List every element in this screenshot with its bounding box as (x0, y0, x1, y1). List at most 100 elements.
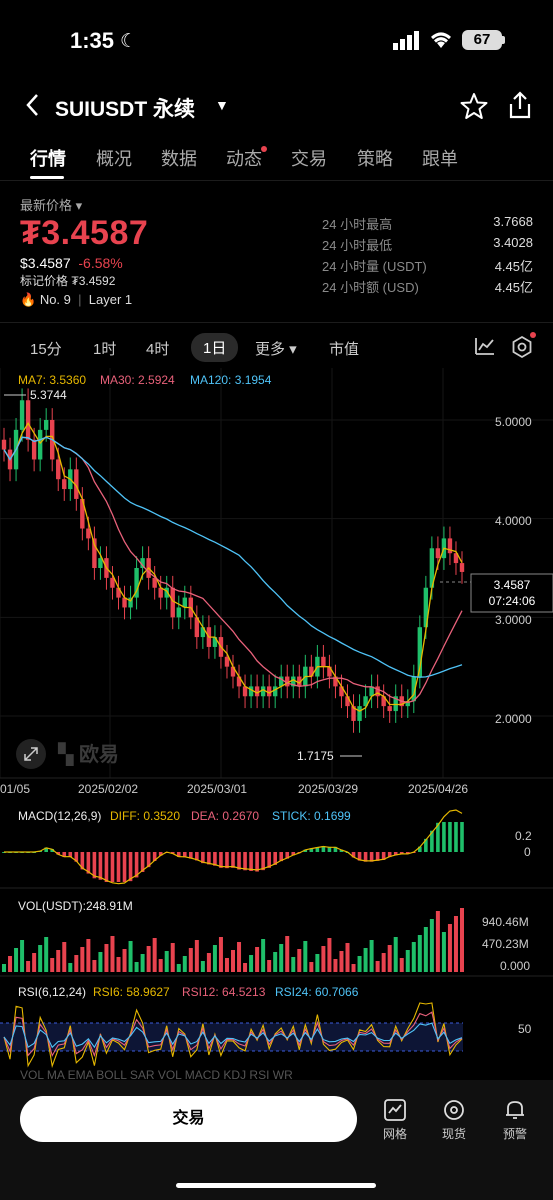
rank-tag[interactable]: 🔥 No. 9 | Layer 1 (20, 292, 133, 307)
tab-data[interactable]: 数据 (161, 149, 197, 169)
candle (134, 568, 139, 598)
candle (182, 597, 187, 608)
macd-bar (110, 852, 115, 882)
candle (291, 676, 296, 687)
back-icon[interactable] (22, 90, 44, 120)
macd-bar (134, 852, 139, 878)
volume-bar (423, 927, 428, 972)
volume-bar (381, 953, 386, 972)
macd-bar (213, 852, 217, 866)
interval-15m[interactable]: 15分 (30, 341, 62, 358)
tab-overview[interactable]: 概况 (96, 149, 132, 169)
y-tick: 4.0000 (495, 514, 532, 528)
mark-price-row: 标记价格 ₮3.4592 (20, 274, 116, 288)
candle (405, 701, 410, 707)
vol-tick: 470.23M (482, 937, 529, 951)
volume-bar (285, 936, 290, 972)
current-price-box (470, 573, 553, 613)
grid-icon (384, 1099, 406, 1121)
macd-bar (182, 852, 187, 858)
divider (0, 322, 553, 323)
macd-bar (140, 852, 145, 872)
macd-bar (68, 852, 73, 857)
candle (200, 627, 206, 638)
macd-bar (176, 852, 181, 857)
volume-bar (182, 956, 187, 972)
volume-bar (158, 959, 163, 972)
candle (194, 617, 200, 638)
candle (176, 607, 181, 618)
grid-button[interactable]: 网格 (375, 1098, 415, 1142)
candle (345, 696, 350, 707)
candle (459, 563, 465, 572)
chevron-down-icon[interactable]: ▼ (215, 97, 229, 113)
volume-bar (116, 957, 121, 972)
macd-bar (249, 852, 253, 871)
share-icon[interactable] (507, 90, 533, 120)
candle (164, 587, 169, 598)
tab-news[interactable]: 动态 (226, 149, 262, 169)
volume-bar (164, 951, 169, 972)
volume-bar (146, 946, 151, 972)
spot-button[interactable]: 现货 (434, 1098, 474, 1142)
ma120-label: MA120: 3.1954 (190, 373, 272, 387)
candle (116, 587, 121, 598)
macd-bar (315, 847, 320, 852)
alert-button[interactable]: 预警 (495, 1098, 535, 1142)
stat-value: 3.7668 (493, 214, 533, 229)
macd-bar (104, 852, 109, 882)
volume-bar (453, 916, 458, 972)
candle (74, 469, 79, 499)
tab-strategy[interactable]: 策略 (357, 149, 393, 169)
macd-bar (92, 852, 97, 879)
volume-bar (273, 952, 278, 972)
macd-tick: 0 (524, 845, 531, 859)
stat-label: 24 小时最低 (322, 238, 393, 253)
trade-button[interactable]: 交易 (20, 1096, 357, 1142)
candle (375, 686, 380, 697)
divider (0, 180, 553, 181)
settings-icon[interactable] (510, 335, 534, 359)
stat-label: 24 小时最高 (322, 217, 393, 232)
interval-4h[interactable]: 4时 (146, 341, 170, 358)
volume-bar (393, 937, 398, 972)
macd-bar (303, 849, 308, 852)
star-icon[interactable] (460, 92, 488, 120)
candle (122, 597, 127, 608)
candle (248, 686, 254, 697)
macd-bar (393, 852, 398, 856)
volume-bar (14, 948, 19, 972)
candle (128, 597, 133, 608)
volume-bar (62, 942, 67, 972)
indicator-icon[interactable] (474, 336, 496, 356)
interval-more[interactable]: 更多 ▾ (255, 341, 297, 358)
macd-bar (86, 852, 91, 874)
volume-bar (98, 952, 103, 972)
candle (309, 666, 314, 677)
macd-bar (454, 822, 458, 852)
tab-market[interactable]: 行情 (30, 149, 66, 169)
candle (80, 498, 85, 529)
tab-trade[interactable]: 交易 (291, 149, 327, 169)
volume-bar (321, 946, 326, 972)
candle (1, 439, 7, 450)
page-title[interactable]: SUIUSDT 永续 (55, 98, 196, 121)
volume-bar (50, 958, 55, 972)
volume-bar (261, 939, 266, 972)
interval-marketcap[interactable]: 市值 (329, 341, 360, 358)
volume-bar (279, 944, 284, 972)
kline-chart[interactable]: MA7: 3.5360 MA30: 2.5924 MA120: 3.1954 5… (0, 368, 553, 1080)
volume-bar (110, 936, 115, 972)
interval-1h[interactable]: 1时 (93, 341, 117, 358)
volume-bar (176, 964, 181, 972)
candle (31, 439, 37, 460)
tab-indicator (30, 176, 64, 179)
latest-price-label[interactable]: 最新价格 ▾ (20, 198, 83, 213)
interval-1d[interactable]: 1日 (191, 333, 239, 362)
volume-bar (44, 937, 49, 972)
tab-copytrade[interactable]: 跟单 (422, 149, 458, 169)
volume-bar (291, 957, 296, 972)
bell-icon (506, 1101, 524, 1119)
y-tick: 5.0000 (495, 415, 532, 429)
volume-bar (297, 949, 302, 972)
